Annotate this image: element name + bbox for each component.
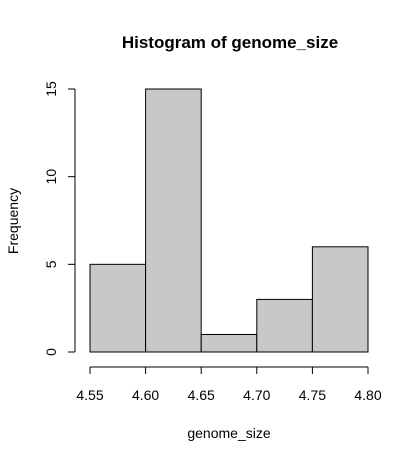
- x-axis-label: genome_size: [187, 425, 270, 441]
- x-tick-label-4: 4.75: [299, 387, 326, 403]
- x-tick-label-5: 4.80: [354, 387, 381, 403]
- bar-0: [89, 263, 147, 353]
- y-tick-label-3: 15: [43, 81, 59, 97]
- bar-1: [145, 88, 202, 353]
- bar-4: [311, 246, 369, 353]
- x-tick-label-0: 4.55: [76, 387, 103, 403]
- x-tick-label-1: 4.60: [132, 387, 159, 403]
- x-tick-label-3: 4.70: [243, 387, 270, 403]
- y-tick-label-2: 10: [43, 169, 59, 185]
- y-tick-label-1: 5: [43, 260, 59, 268]
- y-axis-label: Frequency: [5, 188, 21, 254]
- bar-2: [200, 333, 258, 353]
- x-axis: 4.55 4.60 4.65 4.70 4.75 4.80: [76, 366, 382, 403]
- y-axis: 0 5 10 15: [43, 81, 76, 356]
- y-tick-label-0: 0: [43, 348, 59, 356]
- bar-3: [256, 298, 313, 353]
- x-tick-label-2: 4.65: [188, 387, 215, 403]
- chart-title: Histogram of genome_size: [122, 33, 338, 52]
- bars-group: [89, 88, 369, 353]
